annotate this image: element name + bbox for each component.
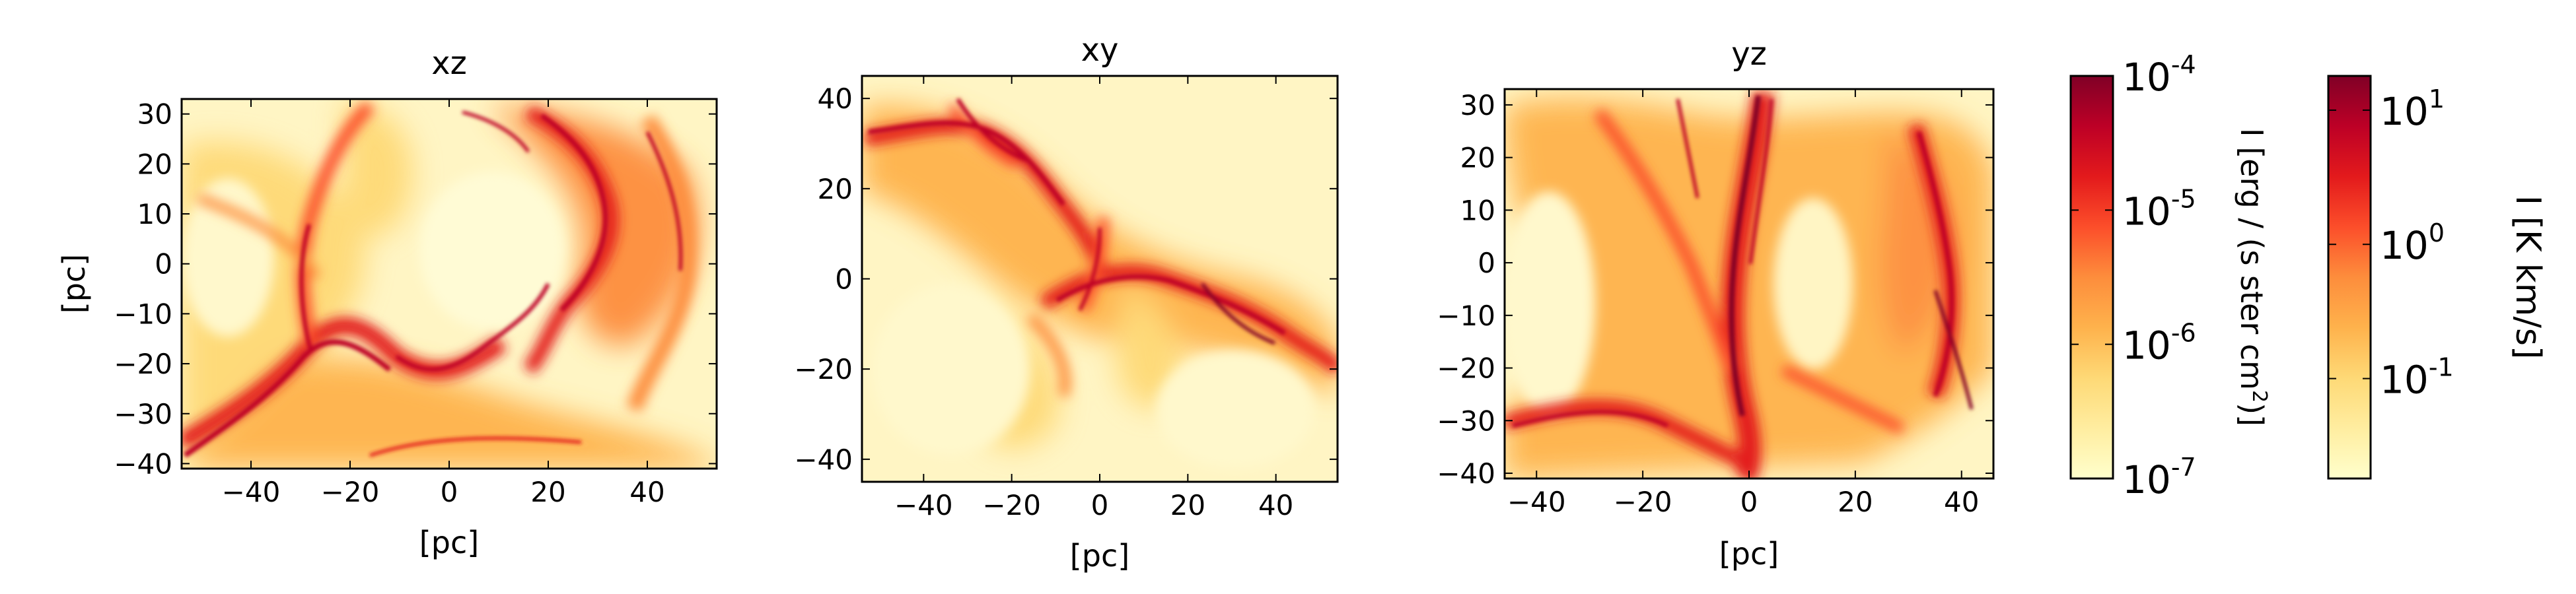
- colorbar-label-end: )]: [2234, 403, 2270, 426]
- x-axis-label: [pc]: [1070, 538, 1129, 574]
- colorbar-ticks: 10-1 100 101: [2328, 84, 2454, 403]
- heatmap-image: [862, 76, 1338, 482]
- y-tick-label: 20: [818, 173, 853, 205]
- colorbar-tick-label: 10-4: [2122, 50, 2196, 100]
- colorbar-label: I [erg / (s ster cm2)]: [2234, 128, 2271, 426]
- x-tick-label: 20: [1838, 486, 1873, 518]
- x-tick-label: 0: [1091, 489, 1109, 521]
- x-tick-label: 40: [629, 476, 664, 508]
- y-axis-label: [pc]: [56, 254, 92, 314]
- x-axis-label: [pc]: [1719, 536, 1779, 572]
- tick-group: −40 −20 0 20 40 −40 −30 −20 −10 0 10 20 30: [1437, 89, 1993, 518]
- y-tick-label: 10: [1460, 194, 1495, 226]
- y-tick-label: 20: [1460, 142, 1495, 174]
- y-tick-label: −20: [1437, 352, 1495, 385]
- heatmap-image: [182, 99, 717, 469]
- panel-title: yz: [1731, 36, 1767, 73]
- x-tick-label: −40: [1507, 486, 1566, 518]
- x-tick-label: −20: [321, 476, 380, 508]
- x-tick-label: 40: [1944, 486, 1979, 518]
- tick-group: −40 −20 0 20 40 −40 −30 −20 −10 0 10 20 30: [114, 98, 717, 508]
- y-tick-label: 10: [137, 198, 172, 230]
- y-tick-label: −40: [794, 444, 853, 476]
- y-tick-label: 0: [1478, 247, 1495, 279]
- y-tick-label: 0: [835, 263, 853, 296]
- y-tick-label: −20: [794, 353, 853, 385]
- colorbar-gradient: [2069, 75, 2114, 480]
- panel-title: xy: [1081, 32, 1119, 69]
- colorbar-tick-label: 10-7: [2122, 453, 2196, 502]
- y-tick-label: 0: [155, 248, 172, 280]
- y-tick-label: 30: [137, 98, 172, 131]
- colorbar-ticks: 10-7 10-6 10-5 10-4: [2071, 50, 2196, 502]
- x-tick-label: −20: [982, 489, 1041, 521]
- colorbar-label-main: I [erg / (s ster cm: [2234, 128, 2270, 390]
- y-tick-label: −30: [1437, 405, 1495, 437]
- colorbar-label: I [K km/s]: [2508, 195, 2548, 359]
- y-tick-label: −20: [114, 348, 172, 380]
- y-tick-label: −40: [114, 447, 172, 480]
- colorbar-gradient: [2327, 75, 2372, 480]
- heatmap-image: [1505, 89, 1993, 478]
- y-tick-label: −10: [114, 298, 172, 330]
- x-tick-label: 20: [1170, 489, 1205, 521]
- x-tick-label: −40: [894, 489, 953, 521]
- colorbar-tick-label: 10-5: [2122, 184, 2196, 234]
- y-tick-label: 30: [1460, 89, 1495, 121]
- tick-group: −40 −20 0 20 40 −40 −20 0 20 40: [794, 76, 1338, 521]
- x-axis-label: [pc]: [419, 525, 479, 560]
- y-tick-label: −30: [114, 398, 172, 430]
- colorbar-tick-label: 101: [2380, 84, 2445, 134]
- colorbar-tick-label: 100: [2380, 218, 2445, 268]
- colorbar-kkms: 10-1 100 101 I [K km/s]: [2327, 75, 2548, 480]
- colorbar-tick-label: 10-6: [2122, 319, 2196, 368]
- panel-title: xz: [431, 45, 467, 82]
- x-tick-label: 40: [1258, 489, 1293, 521]
- panel-xz: xz: [56, 45, 718, 560]
- colorbar-erg: 10-7 10-6 10-5 10-4 I [erg / (s ster cm2)]: [2069, 50, 2271, 502]
- x-tick-label: −40: [222, 476, 281, 508]
- x-tick-label: 20: [530, 476, 565, 508]
- panel-xy: xy: [794, 32, 1339, 574]
- x-tick-label: −20: [1614, 486, 1672, 518]
- x-tick-label: 0: [441, 476, 458, 508]
- y-tick-label: 40: [818, 82, 853, 115]
- panel-yz: yz: [1437, 36, 1995, 572]
- y-tick-label: −10: [1437, 300, 1495, 332]
- y-tick-label: 20: [137, 148, 172, 180]
- colorbar-label-sup: 2: [2248, 390, 2271, 403]
- y-tick-label: −40: [1437, 457, 1495, 490]
- colorbar-tick-label: 10-1: [2380, 353, 2454, 403]
- x-tick-label: 0: [1740, 486, 1758, 518]
